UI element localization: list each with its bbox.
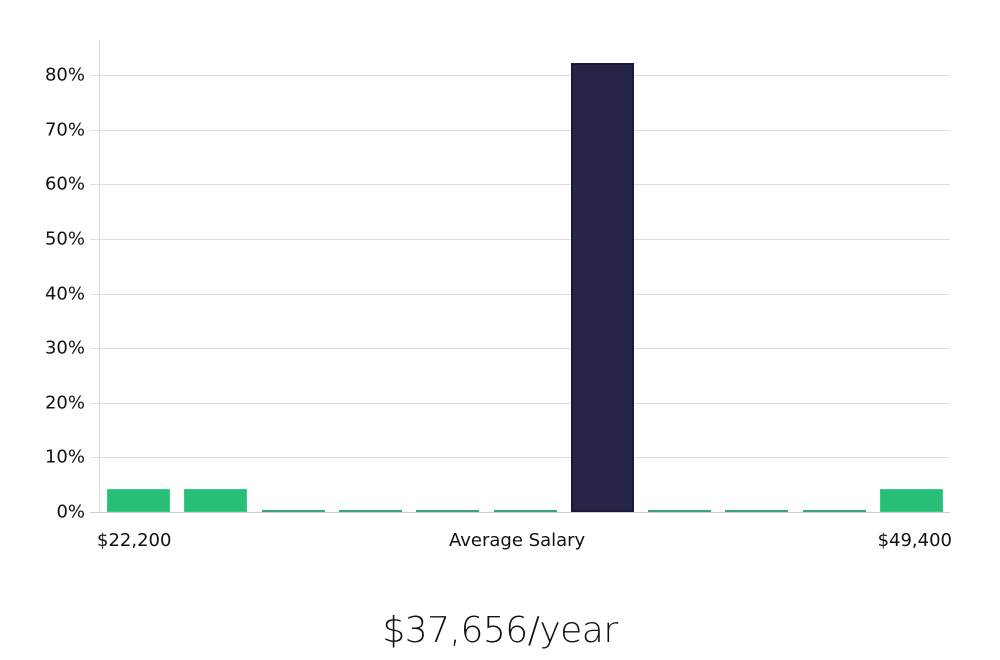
gridline	[90, 184, 950, 185]
gridline	[90, 294, 950, 295]
salary-bar	[416, 510, 479, 512]
y-tick-label: 0%	[56, 501, 85, 523]
salary-bar	[725, 510, 788, 512]
salary-bar	[184, 489, 247, 512]
salary-distribution-chart: 0% 10% 20% 30% 40% 50% 60% 70% 80% $22,200 Avera…	[44, 40, 952, 551]
x-axis-min-label: $22,200	[97, 530, 172, 551]
average-salary-value: $37,656/year	[382, 610, 618, 651]
y-tick-label: 30%	[44, 337, 85, 359]
y-tick-label: 80%	[44, 64, 85, 86]
y-tick-label: 50%	[44, 228, 85, 250]
salary-bar	[107, 489, 170, 512]
salary-bar	[494, 510, 557, 512]
gridline	[90, 75, 950, 76]
salary-bar	[803, 510, 866, 512]
gridline	[90, 512, 950, 513]
x-axis-title: Average Salary	[449, 530, 586, 551]
y-tick-label: 40%	[44, 283, 85, 305]
gridline	[90, 403, 950, 404]
gridline	[90, 457, 950, 458]
salary-bar	[262, 510, 325, 512]
gridline	[90, 239, 950, 240]
y-tick-label: 20%	[44, 392, 85, 414]
gridline	[90, 348, 950, 349]
y-tick-label: 70%	[44, 119, 85, 141]
highlighted-salary-bar	[571, 63, 634, 512]
x-axis-max-label: $49,400	[877, 530, 952, 551]
salary-bar	[339, 510, 402, 512]
y-tick-label: 10%	[44, 446, 85, 468]
salary-bar	[648, 510, 711, 512]
y-tick-label: 60%	[44, 173, 85, 195]
gridline	[90, 130, 950, 131]
salary-bar	[880, 489, 943, 512]
y-axis-line	[99, 40, 100, 512]
